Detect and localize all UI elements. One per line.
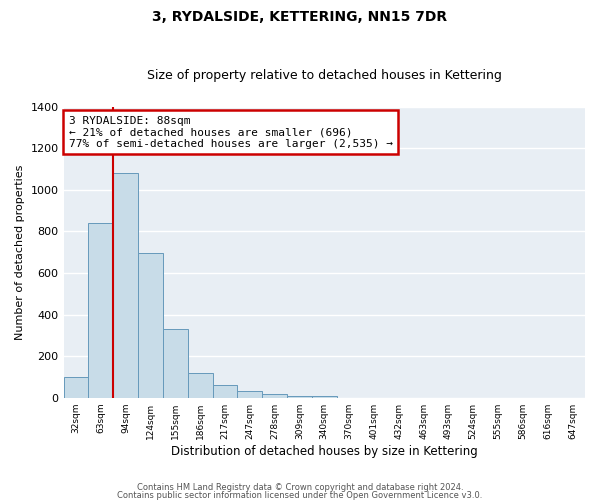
Y-axis label: Number of detached properties: Number of detached properties (15, 164, 25, 340)
Bar (188, 373, 212, 398)
Bar (238, 392, 262, 398)
Bar (88, 223, 113, 398)
Text: Contains public sector information licensed under the Open Government Licence v3: Contains public sector information licen… (118, 491, 482, 500)
Bar (64, 377, 88, 398)
Text: Contains HM Land Registry data © Crown copyright and database right 2024.: Contains HM Land Registry data © Crown c… (137, 484, 463, 492)
Bar (262, 394, 287, 398)
Bar (312, 396, 337, 398)
Text: 3, RYDALSIDE, KETTERING, NN15 7DR: 3, RYDALSIDE, KETTERING, NN15 7DR (152, 10, 448, 24)
Bar (212, 385, 238, 398)
Bar (113, 174, 138, 398)
X-axis label: Distribution of detached houses by size in Kettering: Distribution of detached houses by size … (171, 444, 478, 458)
Text: 3 RYDALSIDE: 88sqm
← 21% of detached houses are smaller (696)
77% of semi-detach: 3 RYDALSIDE: 88sqm ← 21% of detached hou… (69, 116, 393, 148)
Bar (163, 329, 188, 398)
Title: Size of property relative to detached houses in Kettering: Size of property relative to detached ho… (147, 69, 502, 82)
Bar (138, 254, 163, 398)
Bar (287, 396, 312, 398)
